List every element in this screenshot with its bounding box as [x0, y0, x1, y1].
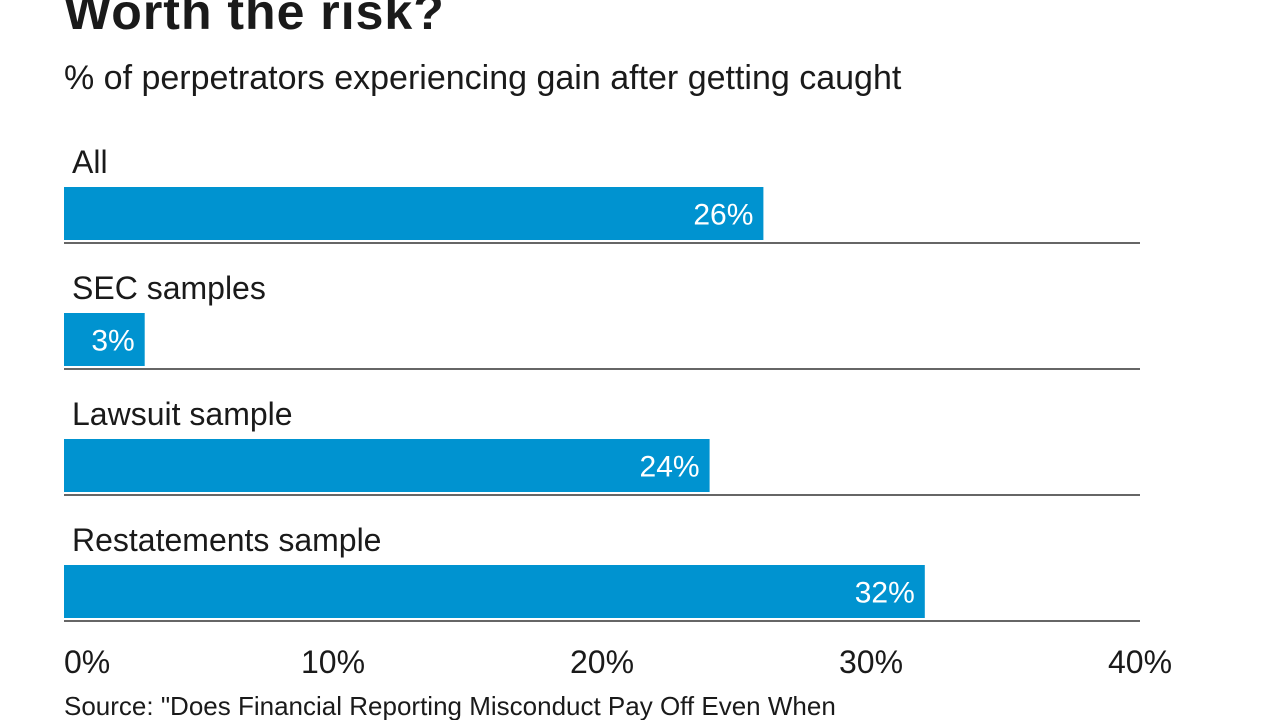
chart-title: Worth the risk?: [64, 0, 445, 40]
x-tick-label: 10%: [301, 644, 365, 680]
bar-sec-samples: [64, 313, 145, 366]
x-tick-label: 0%: [64, 644, 110, 680]
bar-lawsuit-sample: [64, 439, 710, 492]
data-label-sec-samples: 3%: [91, 325, 134, 358]
source-note: Source: "Does Financial Reporting Miscon…: [64, 691, 836, 720]
data-label-all: 26%: [693, 199, 753, 232]
x-tick-label: 20%: [570, 644, 634, 680]
bar-rows: All 26% SEC samples 3% Lawsuit sample 24% Rest…: [64, 144, 1140, 622]
x-tick-label: 40%: [1108, 644, 1172, 680]
data-label-restatements-sample: 32%: [855, 577, 915, 610]
x-tick-label: 30%: [839, 644, 903, 680]
x-axis-ticks: 0% 10% 20% 30% 40%: [64, 644, 1172, 680]
bar-all: [64, 187, 764, 240]
category-label-all: All: [72, 144, 108, 180]
data-label-lawsuit-sample: 24%: [640, 451, 700, 484]
chart-subtitle: % of perpetrators experiencing gain afte…: [64, 59, 902, 97]
category-label-restatements-sample: Restatements sample: [72, 522, 381, 558]
category-label-lawsuit-sample: Lawsuit sample: [72, 396, 293, 432]
category-label-sec-samples: SEC samples: [72, 270, 266, 306]
bar-restatements-sample: [64, 565, 925, 618]
